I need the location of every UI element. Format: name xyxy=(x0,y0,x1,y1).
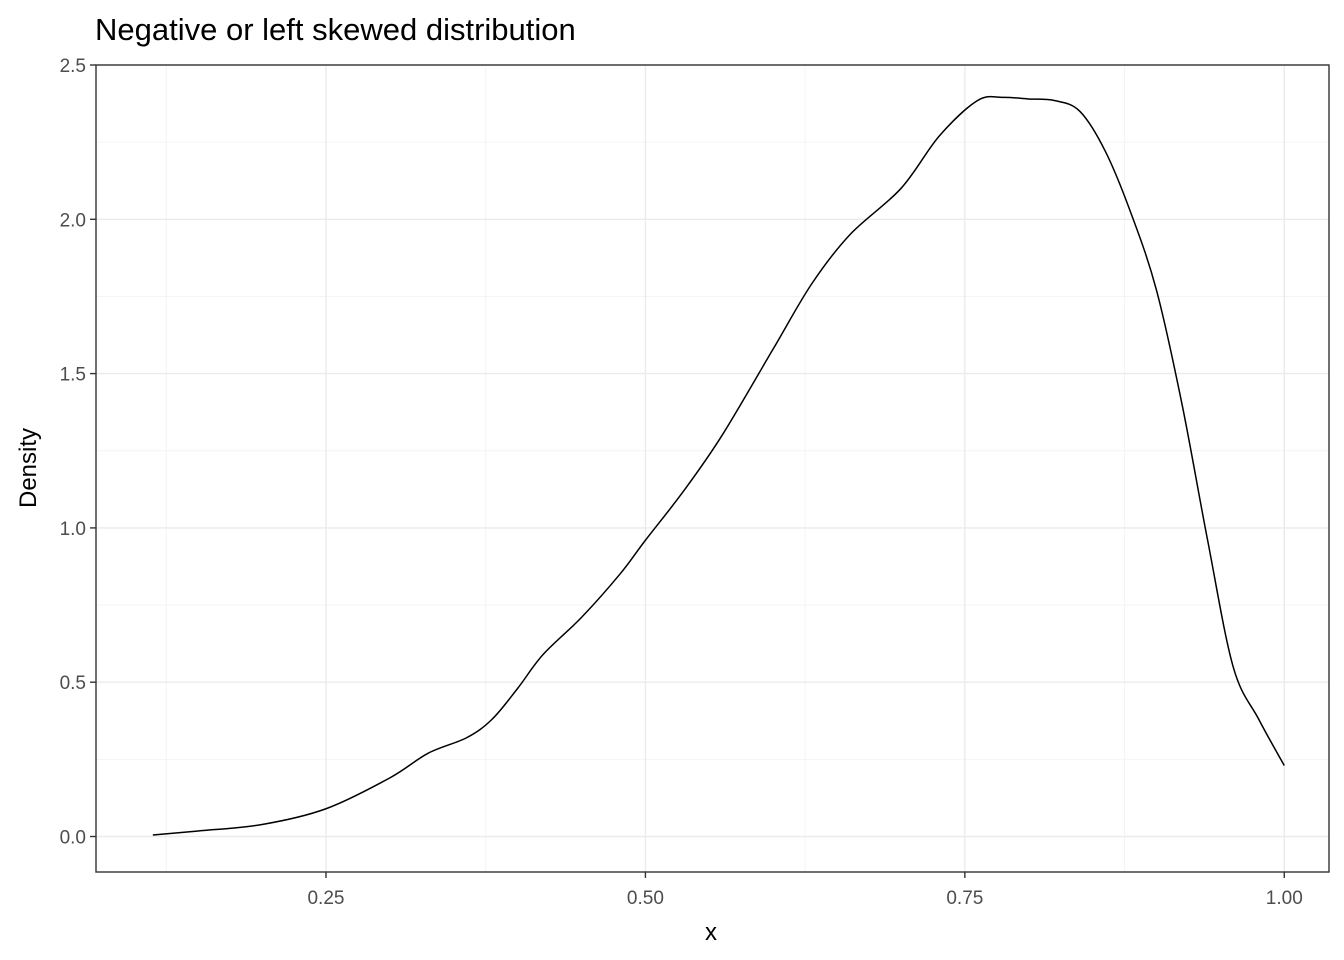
x-tick-label: 0.25 xyxy=(307,888,344,909)
y-tick-label: 0.5 xyxy=(60,673,86,694)
y-axis-title: Density xyxy=(15,428,42,508)
density-curve xyxy=(152,95,1285,836)
x-axis: 0.25 0.50 0.75 1.00 xyxy=(307,872,1303,909)
series-layer xyxy=(152,95,1285,836)
y-tick-label: 1.5 xyxy=(60,365,86,386)
y-tick-label: 0.0 xyxy=(60,828,86,849)
x-tick-label: 0.75 xyxy=(946,888,983,909)
y-tick-label: 2.5 xyxy=(60,56,86,77)
x-tick-label: 0.50 xyxy=(627,888,664,909)
y-tick-label: 2.0 xyxy=(60,210,86,231)
y-axis: 0.0 0.5 1.0 1.5 2.0 2.5 xyxy=(60,56,96,849)
grid-lines xyxy=(96,64,1329,872)
chart-title: Negative or left skewed distribution xyxy=(95,12,576,47)
plot-panel-border xyxy=(95,64,1330,873)
y-tick-label: 1.0 xyxy=(60,519,86,540)
x-tick-label: 1.00 xyxy=(1266,888,1303,909)
x-axis-title: x xyxy=(705,919,717,946)
